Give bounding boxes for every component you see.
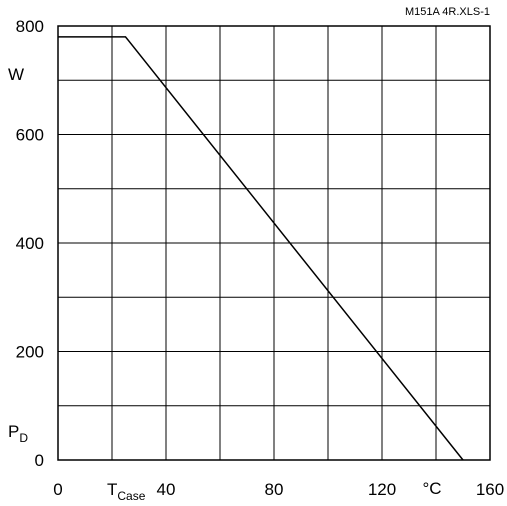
file-tag: M151A 4R.XLS-1 bbox=[405, 6, 490, 18]
series-group bbox=[58, 36, 464, 461]
y-tick-label: 600 bbox=[16, 126, 44, 145]
y-axis-unit: W bbox=[8, 65, 24, 84]
plot-frame bbox=[57, 25, 491, 461]
x-tick-label: 120 bbox=[368, 480, 396, 499]
x-tick-label: 0 bbox=[53, 480, 62, 499]
y-axis-subscript: D bbox=[19, 431, 28, 445]
y-tick-label: 800 bbox=[16, 17, 44, 36]
series-line bbox=[58, 36, 464, 461]
x-tick-label: 80 bbox=[265, 480, 284, 499]
y-axis-symbol: P bbox=[8, 422, 19, 441]
x-axis-label: TCase bbox=[107, 480, 146, 503]
x-tick-label: 40 bbox=[157, 480, 176, 499]
y-tick-label: 400 bbox=[16, 234, 44, 253]
grid bbox=[58, 26, 490, 460]
y-tick-label: 200 bbox=[16, 343, 44, 362]
y-axis-label: PD bbox=[8, 422, 28, 445]
x-axis-symbol: T bbox=[107, 480, 117, 499]
x-axis-subscript: Case bbox=[117, 489, 145, 503]
tick-labels: 0 40 80 120 160 0 200 400 600 800 bbox=[16, 17, 505, 499]
x-axis-unit: °C bbox=[422, 479, 441, 498]
y-tick-label: 0 bbox=[35, 451, 44, 470]
x-tick-label: 160 bbox=[476, 480, 504, 499]
